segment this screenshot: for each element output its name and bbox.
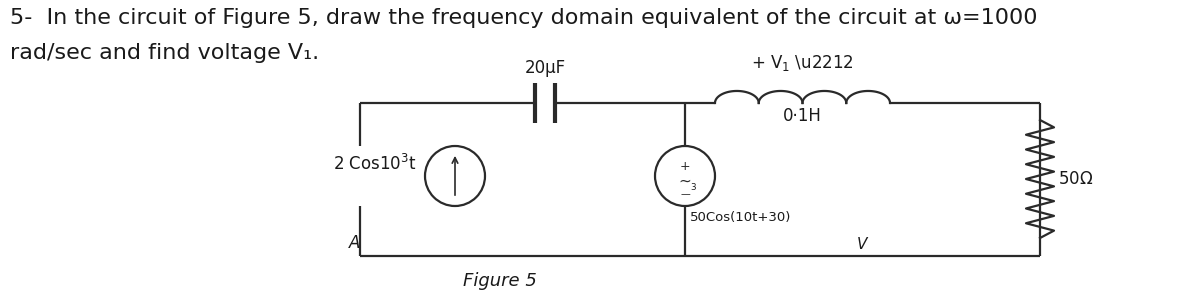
Text: rad/sec and find voltage V₁.: rad/sec and find voltage V₁.: [10, 43, 319, 63]
Text: 0·1H: 0·1H: [784, 107, 822, 125]
Text: 20μF: 20μF: [524, 59, 565, 77]
Text: V: V: [857, 237, 868, 252]
Text: ~: ~: [679, 173, 691, 189]
Text: + V$_1$ \u2212: + V$_1$ \u2212: [751, 53, 854, 73]
Text: Figure 5: Figure 5: [463, 272, 536, 290]
Text: 5-  In the circuit of Figure 5, draw the frequency domain equivalent of the circ: 5- In the circuit of Figure 5, draw the …: [10, 8, 1038, 28]
Text: 2 Cos1$\mathregular{0}^{3}$t: 2 Cos1$\mathregular{0}^{3}$t: [334, 154, 418, 174]
Text: $^{3}$: $^{3}$: [690, 183, 697, 196]
Text: —: —: [680, 189, 690, 199]
Text: A: A: [349, 234, 361, 252]
Text: 50$\Omega$: 50$\Omega$: [1058, 170, 1093, 188]
Text: 50Cos(10t+30): 50Cos(10t+30): [690, 211, 791, 224]
Text: +: +: [679, 161, 690, 173]
